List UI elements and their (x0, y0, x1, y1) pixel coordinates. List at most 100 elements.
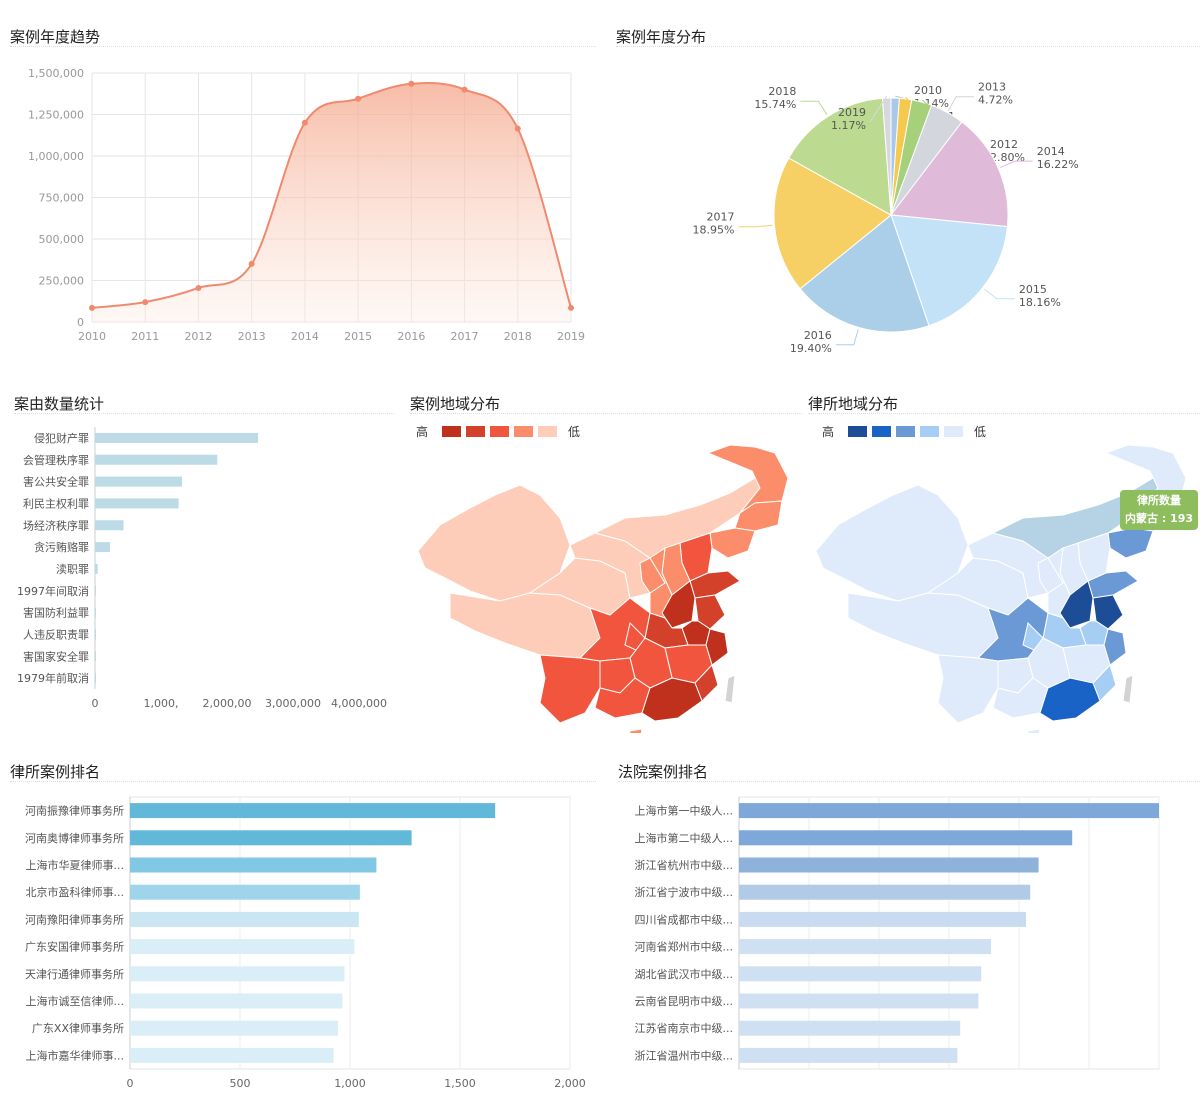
casemap-legend-swatch-4[interactable] (514, 426, 534, 437)
pie-slice (881, 97, 892, 216)
y-tick-label: 1,250,000 (28, 109, 84, 122)
pie-slice (788, 97, 892, 216)
lawmap-legend-swatch-4[interactable] (920, 426, 940, 437)
lawmap-legend-swatch-1[interactable] (848, 426, 868, 437)
category-label: 河南省郑州市中级... (635, 940, 734, 954)
category-label: 上海市诚至信律师... (26, 994, 125, 1008)
cause-title: 案由数量统计 (14, 395, 105, 413)
pie-chart: 20101.14%20111.70%20122.80%20134.72%2014… (693, 81, 1079, 355)
lawmap-region-guangdong[interactable] (1039, 677, 1101, 722)
bar (95, 520, 124, 531)
bar (739, 803, 1159, 819)
bar (130, 857, 377, 873)
data-point (195, 284, 202, 291)
lawmap-region-jiangsu[interactable] (1092, 594, 1124, 630)
bar (95, 498, 179, 509)
pie-title: 案例年度分布 (616, 28, 707, 46)
lawfirm-region-map[interactable] (808, 433, 1200, 733)
lawmap-legend-swatch-2[interactable] (872, 426, 892, 437)
category-label: 江苏省南京市中级... (635, 1021, 734, 1035)
casemap-region-guangdong[interactable] (641, 677, 703, 722)
bar (739, 857, 1039, 873)
lawmap-region-hainan[interactable] (1026, 728, 1041, 733)
casemap-region-liaoning[interactable] (709, 527, 756, 559)
casemap-divider (410, 413, 802, 414)
pie-label-year: 2010 (914, 84, 942, 97)
category-label: 湖北省武汉市中级... (635, 967, 734, 981)
casemap-legend-low: 低 (568, 425, 581, 439)
pie-panel: 案例年度分布 20101.14%20111.70%20122.80%20134.… (616, 26, 1200, 356)
bar (95, 432, 259, 443)
casemap-legend-high: 高 (416, 425, 429, 439)
category-label: 云南省昆明市中级... (635, 994, 734, 1008)
casemap-region-taiwan[interactable] (724, 674, 736, 704)
category-label: 上海市第一中级人... (635, 804, 734, 818)
lawmap-regions (815, 444, 1187, 733)
x-tick-label: 0 (127, 1077, 134, 1090)
data-point (568, 304, 574, 311)
lawmap-panel: 律所地域分布 高 低 律所数量 内蒙古 : 193 (808, 393, 1200, 733)
x-tick-label: 3,000,000 (265, 697, 321, 710)
casemap-region-ningxia[interactable] (639, 557, 666, 594)
cause-panel: 案由数量统计 侵犯财产罪 会管理秩序罪 害公共安全罪 利民主权利罪 场经济秩序罪 贪污贿赂… (14, 393, 394, 723)
category-label: 浙江省宁波市中级... (635, 885, 734, 899)
bar (130, 1047, 334, 1063)
trend-panel: 案例年度趋势 0 250,000 500,000 750,000 1,000,000 1,… (10, 26, 596, 356)
tooltip-value: 内蒙古 : 193 (1125, 512, 1194, 525)
x-tick-label: 2018 (504, 330, 532, 343)
lawmap-region-yunnan[interactable] (937, 654, 999, 724)
lawmap-legend-swatch-5[interactable] (944, 426, 964, 437)
category-label: 害国家安全罪 (23, 649, 89, 663)
category-label: 害公共安全罪 (23, 475, 89, 489)
category-label: 天津行通律师事务所 (25, 968, 124, 981)
casemap-legend-swatch-5[interactable] (538, 426, 558, 437)
courts-divider (618, 781, 1200, 782)
y-tick-label: 750,000 (39, 192, 85, 205)
pie-slice (799, 214, 930, 333)
bar (95, 651, 96, 662)
area-fill (92, 82, 571, 322)
lawmap-title: 律所地域分布 (808, 395, 899, 413)
pie-label-line (800, 100, 828, 115)
pie-label-year: 2012 (990, 138, 1018, 151)
pie-label-line (869, 95, 888, 123)
lawmap-region-ningxia[interactable] (1037, 557, 1064, 594)
bar (95, 607, 96, 618)
data-point (142, 299, 149, 306)
case-region-map[interactable] (410, 433, 802, 733)
category-label: 利民主权利罪 (23, 497, 89, 510)
pie-label-pct: 15.74% (754, 98, 796, 111)
casemap-legend-swatch-1[interactable] (442, 426, 462, 437)
lawmap-legend-high: 高 (822, 425, 835, 439)
casemap-region-yunnan[interactable] (539, 654, 601, 724)
bar (739, 966, 982, 982)
casemap-legend-swatch-3[interactable] (490, 426, 510, 437)
x-tick-label: 0 (92, 697, 99, 710)
x-tick-label: 2,000,00 (203, 697, 252, 710)
casemap-region-hainan[interactable] (628, 728, 643, 733)
x-tick-label: 1,500 (444, 1077, 476, 1090)
x-tick-label: 2,000 (554, 1077, 586, 1090)
lawmap-region-liaoning[interactable] (1107, 527, 1154, 559)
category-label: 害国防利益罪 (23, 606, 89, 620)
casemap-legend-swatch-2[interactable] (466, 426, 486, 437)
y-tick-label: 1,000,000 (28, 150, 84, 163)
y-tick-label: 1,500,000 (28, 67, 84, 80)
lawmap-legend-swatch-3[interactable] (896, 426, 916, 437)
x-tick-label: 2012 (184, 330, 212, 343)
data-point (301, 119, 308, 126)
casemap-region-jiangsu[interactable] (694, 594, 726, 630)
lawmap-region-taiwan[interactable] (1122, 674, 1134, 704)
category-label: 上海市嘉华律师事... (26, 1048, 125, 1062)
bar (130, 803, 496, 819)
firms-panel: 律所案例排名 河南振豫律师事务所 河南奥博律师事务所 上海市华夏律师事... 北京市盈… (10, 761, 596, 1101)
pie-label-line (947, 96, 975, 111)
data-point (248, 260, 255, 267)
map-tooltip: 律所数量 内蒙古 : 193 (1120, 490, 1199, 530)
x-tick-label: 500 (230, 1077, 251, 1090)
category-label: 浙江省温州市中级... (635, 1048, 734, 1062)
category-label: 人违反职责罪 (23, 628, 89, 641)
pie-label-pct: 19.40% (790, 342, 832, 355)
